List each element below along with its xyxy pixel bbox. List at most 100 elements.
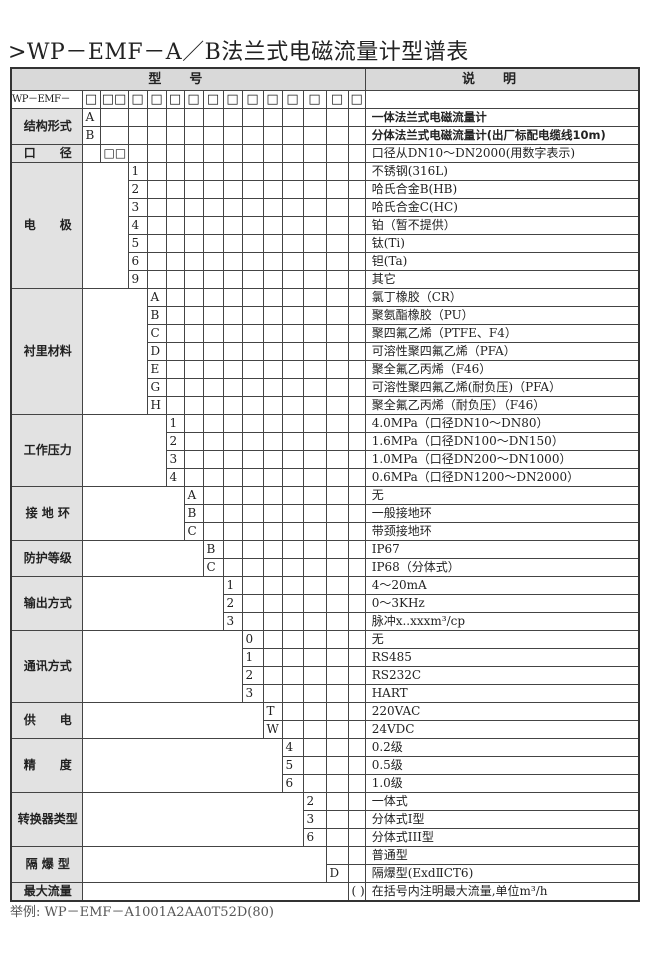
grid-cell <box>347 414 366 433</box>
grid-cell <box>281 378 304 397</box>
grid-cell <box>281 144 304 163</box>
table-row: C IP68（分体式） <box>11 558 640 577</box>
grid-cell <box>183 126 204 145</box>
grid-cell <box>241 288 264 307</box>
table-row: 最大流量 ( ) 在括号内注明最大流量,单位m³/h <box>10 882 640 902</box>
grid-cell <box>222 162 243 181</box>
grid-cell <box>262 666 283 685</box>
grid-cell <box>325 630 349 649</box>
grid-cell <box>262 684 283 703</box>
header-row: 型号 说明 <box>10 67 640 91</box>
grid-cell <box>325 792 349 811</box>
grid-cell <box>183 288 204 307</box>
table-row: 6 分体式III型 <box>11 828 640 847</box>
code-placeholder-box: □ <box>222 90 243 109</box>
grid-cell <box>302 504 327 523</box>
grid-cell <box>347 450 366 469</box>
grid-cell <box>302 720 327 739</box>
code-cell: C <box>146 324 167 343</box>
grid-cell <box>262 648 283 667</box>
group-label: 口 径 <box>10 144 83 163</box>
grid-cell <box>302 540 327 559</box>
grid-cell <box>202 234 224 253</box>
grid-cell <box>202 216 224 235</box>
grid-cell <box>202 144 224 163</box>
description-cell: 分体式I型 <box>364 810 640 829</box>
grid-cell <box>222 540 243 559</box>
grid-cell <box>222 108 243 127</box>
blank-cell <box>81 144 101 163</box>
grid-cell <box>241 504 264 523</box>
grid-cell <box>165 252 185 271</box>
code-cell: 6 <box>127 252 148 271</box>
grid-cell <box>347 558 366 577</box>
grid-cell <box>281 306 304 325</box>
grid-cell <box>241 162 264 181</box>
grid-cell <box>241 252 264 271</box>
description-cell: 0～3KHz <box>364 594 640 613</box>
description-cell: 口径从DN10～DN2000(用数字表示) <box>364 144 640 163</box>
grid-cell <box>281 288 304 307</box>
grid-cell <box>347 162 366 181</box>
grid-cell <box>241 144 264 163</box>
grid-cell <box>222 558 243 577</box>
grid-cell <box>325 522 349 541</box>
blank-cell <box>81 486 185 541</box>
grid-cell <box>281 486 304 505</box>
grid-cell <box>302 558 327 577</box>
grid-cell <box>202 126 224 145</box>
grid-cell <box>262 324 283 343</box>
blank-cell <box>81 792 304 847</box>
grid-cell <box>222 468 243 487</box>
grid-cell <box>127 144 148 163</box>
code-cell <box>325 846 349 865</box>
description-cell: RS232C <box>364 666 640 685</box>
description-cell: 可溶性聚四氟乙烯(耐负压)（PFA） <box>364 378 640 397</box>
grid-cell <box>302 594 327 613</box>
code-placeholder-box: □□ <box>99 90 129 109</box>
grid-cell <box>281 414 304 433</box>
code-cell: 0 <box>241 630 264 649</box>
grid-cell <box>281 540 304 559</box>
grid-cell <box>347 684 366 703</box>
grid-cell <box>347 846 366 865</box>
table-row: B 分体法兰式电磁流量计(出厂标配电缆线10m) <box>11 126 640 145</box>
grid-cell <box>241 432 264 451</box>
grid-cell <box>325 414 349 433</box>
grid-cell <box>302 342 327 361</box>
grid-cell <box>325 270 349 289</box>
grid-cell <box>241 396 264 415</box>
code-cell: 6 <box>302 828 327 847</box>
table-row: 电 极 1 不锈钢(316L) <box>10 162 640 289</box>
grid-cell <box>165 162 185 181</box>
code-cell: 9 <box>127 270 148 289</box>
grid-cell <box>241 540 264 559</box>
grid-cell <box>281 630 304 649</box>
grid-cell <box>325 558 349 577</box>
grid-cell <box>202 162 224 181</box>
grid-cell <box>241 270 264 289</box>
code-cell: H <box>146 396 167 415</box>
grid-cell <box>347 216 366 235</box>
grid-cell <box>262 252 283 271</box>
grid-cell <box>347 108 366 127</box>
blank-cell <box>81 576 224 631</box>
grid-cell <box>146 216 167 235</box>
blank-cell <box>81 738 283 793</box>
grid-cell <box>262 396 283 415</box>
grid-cell <box>302 396 327 415</box>
grid-cell <box>347 342 366 361</box>
description-cell: 无 <box>364 486 640 505</box>
grid-cell <box>202 360 224 379</box>
grid-cell <box>165 306 185 325</box>
grid-cell <box>222 252 243 271</box>
grid-cell <box>325 540 349 559</box>
group-label: 衬里材料 <box>10 288 83 415</box>
table-row: 2 1.6MPa（口径DN100～DN150） <box>11 432 640 451</box>
grid-cell <box>302 774 327 793</box>
grid-cell <box>302 360 327 379</box>
grid-cell <box>325 306 349 325</box>
table-row: H 聚全氟乙丙烯（耐负压）（F46） <box>11 396 640 415</box>
table-row: 转换器类型 2 一体式 <box>10 792 640 847</box>
grid-cell <box>325 252 349 271</box>
